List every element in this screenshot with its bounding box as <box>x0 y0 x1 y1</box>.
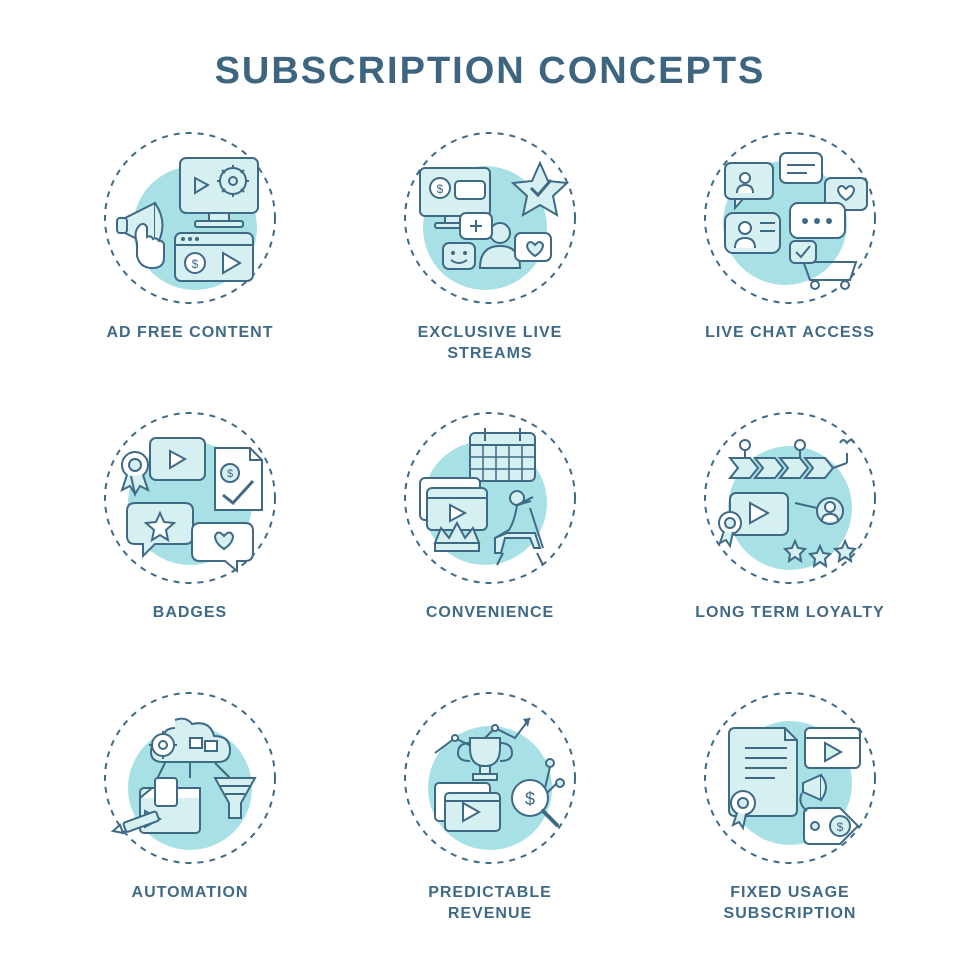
label-ad-free: AD FREE CONTENT <box>107 323 274 344</box>
icon-grid: $ AD FREE CONTENT $ <box>50 123 930 943</box>
svg-text:$: $ <box>227 468 233 480</box>
convenience-icon <box>395 403 585 593</box>
cell-fixed: $ FIXED USAGESUBSCRIPTION <box>650 683 930 943</box>
cell-automation: AUTOMATION <box>50 683 330 943</box>
label-badges: BADGES <box>153 603 227 624</box>
badges-icon: $ <box>95 403 285 593</box>
predictable-revenue-icon: $ <box>395 683 585 873</box>
cell-exclusive: $ EXCLUSIVE LIVESTREAM <box>350 123 630 383</box>
label-loyalty: LONG TERM LOYALTY <box>695 603 884 624</box>
svg-text:$: $ <box>525 789 535 809</box>
svg-text:$: $ <box>192 257 199 271</box>
label-revenue: PREDICTABLEREVENUE <box>428 883 552 925</box>
automation-icon <box>95 683 285 873</box>
cell-live-chat: LIVE CHAT ACCESS <box>650 123 930 383</box>
label-convenience: CONVENIENCE <box>426 603 554 624</box>
svg-text:$: $ <box>437 182 444 196</box>
live-chat-access-icon <box>695 123 885 313</box>
label-fixed: FIXED USAGESUBSCRIPTION <box>724 883 857 925</box>
label-live-chat: LIVE CHAT ACCESS <box>705 323 875 344</box>
cell-revenue: $ PREDICTABLEREVENUE <box>350 683 630 943</box>
cell-convenience: CONVENIENCE <box>350 403 630 663</box>
cell-badges: $ BADGES <box>50 403 330 663</box>
page-title: SUBSCRIPTION CONCEPTS <box>215 50 766 93</box>
ad-free-content-icon: $ <box>95 123 285 313</box>
cell-loyalty: LONG TERM LOYALTY <box>650 403 930 663</box>
cell-ad-free: $ AD FREE CONTENT <box>50 123 330 383</box>
svg-text:$: $ <box>837 820 844 834</box>
fixed-usage-subscription-icon: $ <box>695 683 885 873</box>
label-exclusive: EXCLUSIVE LIVESTREAMS <box>418 323 563 365</box>
label-automation: AUTOMATION <box>132 883 249 904</box>
long-term-loyalty-icon <box>695 403 885 593</box>
exclusive-live-streams-icon: $ <box>395 123 585 313</box>
